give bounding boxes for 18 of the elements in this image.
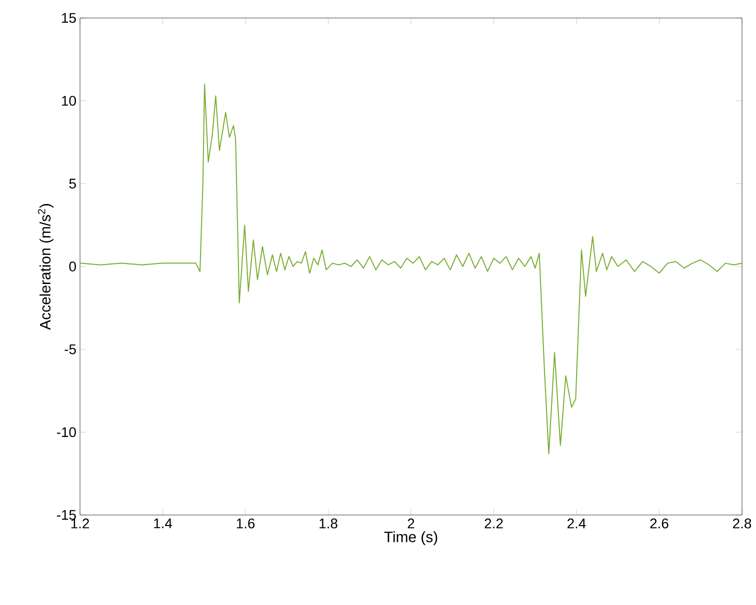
y-axis-title: Acceleration (m/s$^{2}$) <box>38 204 54 330</box>
x-axis-title: Time (s) <box>384 531 438 546</box>
x-tick-label: 1.2 <box>71 518 89 528</box>
y-tick-label: -5 <box>64 344 76 354</box>
x-tick-label: 1.4 <box>154 518 172 528</box>
y-tick-label: 10 <box>62 96 76 106</box>
y-tick-label: -15 <box>56 510 76 520</box>
x-tick-label: 1.8 <box>320 518 338 528</box>
y-tick-label: -10 <box>56 427 76 438</box>
y-tick-label: 5 <box>69 178 76 189</box>
y-tick-label: 0 <box>69 262 76 272</box>
y-tick-label: 15 <box>62 13 76 23</box>
x-tick-label: 2.8 <box>733 518 752 528</box>
x-tick-label: 1.6 <box>236 518 255 528</box>
x-tick-label: 2.2 <box>484 518 503 528</box>
x-tick-label: 2 <box>408 518 414 528</box>
x-tick-label: 2.4 <box>568 518 586 528</box>
x-tick-label: 2.6 <box>650 518 668 528</box>
